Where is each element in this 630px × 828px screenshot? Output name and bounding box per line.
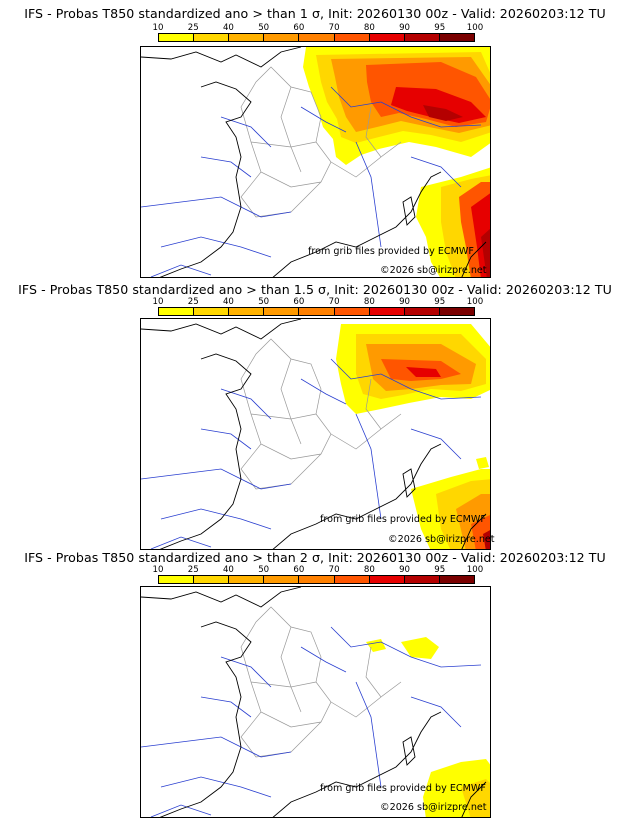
copyright: ©2026 sb@irizpre.net: [380, 802, 487, 813]
scale-swatch: [159, 34, 195, 41]
scale-tick-label: 60: [293, 565, 305, 575]
scale-swatch: [369, 576, 405, 583]
scale-swatch: [369, 308, 405, 315]
scale-swatch: [439, 34, 474, 41]
scale-swatch: [194, 308, 230, 315]
scale-swatch: [194, 576, 230, 583]
scale-swatch: [229, 576, 265, 583]
scale-tick-label: 95: [434, 297, 446, 307]
copyright: ©2026 sb@irizpre.net: [380, 265, 487, 276]
scale-swatch: [334, 34, 370, 41]
scale-swatch: [229, 308, 265, 315]
scale-tick-label: 40: [222, 297, 234, 307]
color-scale: 10 25 40 50 60 70 80 90 95 100: [153, 23, 484, 46]
scale-tick-label: 90: [399, 23, 411, 33]
panel-title: IFS - Probas T850 standardized ano > tha…: [18, 282, 612, 297]
scale-tick-label: 80: [363, 565, 375, 575]
scale-swatch: [264, 576, 300, 583]
scale-tick-label: 40: [222, 565, 234, 575]
data-credit: from grib files provided by ECMWF: [320, 783, 486, 794]
scale-swatch: [264, 308, 300, 315]
scale-swatch: [264, 34, 300, 41]
scale-tick-label: 100: [466, 565, 484, 575]
scale-tick-label: 80: [363, 23, 375, 33]
scale-swatch: [439, 576, 474, 583]
scale-tick-label: 90: [399, 565, 411, 575]
scale-tick-label: 70: [328, 565, 340, 575]
scale-swatch: [194, 34, 230, 41]
scale-tick-label: 25: [187, 297, 199, 307]
scale-tick-label: 50: [258, 565, 270, 575]
scale-tick-label: 95: [434, 565, 446, 575]
scale-tick-label: 10: [152, 23, 164, 33]
scale-tick-label: 25: [187, 23, 199, 33]
scale-bar: [158, 33, 475, 42]
copyright: ©2026 sb@irizpre.net: [388, 534, 495, 545]
scale-tick-label: 70: [328, 297, 340, 307]
scale-bar: [158, 307, 475, 316]
scale-swatch: [159, 308, 195, 315]
data-credit: from grib files provided by ECMWF: [320, 514, 486, 525]
scale-swatch: [369, 34, 405, 41]
probability-map: [140, 586, 491, 818]
color-scale: 10 25 40 50 60 70 80 90 95 100: [153, 565, 484, 588]
scale-bar: [158, 575, 475, 584]
scale-swatch: [299, 308, 335, 315]
scale-tick-label: 90: [399, 297, 411, 307]
scale-tick-label: 10: [152, 565, 164, 575]
scale-swatch: [159, 576, 195, 583]
scale-tick-label: 10: [152, 297, 164, 307]
scale-swatch: [404, 308, 440, 315]
scale-swatch: [299, 34, 335, 41]
probability-map: [140, 46, 491, 278]
scale-swatch: [439, 308, 474, 315]
panel-title: IFS - Probas T850 standardized ano > tha…: [24, 550, 606, 565]
scale-swatch: [404, 34, 440, 41]
scale-tick-label: 70: [328, 23, 340, 33]
scale-swatch: [334, 308, 370, 315]
scale-ticks: 10 25 40 50 60 70 80 90 95 100: [153, 297, 484, 307]
panel-title: IFS - Probas T850 standardized ano > tha…: [24, 6, 606, 21]
scale-ticks: 10 25 40 50 60 70 80 90 95 100: [153, 565, 484, 575]
data-credit: from grib files provided by ECMWF: [308, 246, 474, 257]
scale-tick-label: 95: [434, 23, 446, 33]
scale-tick-label: 60: [293, 23, 305, 33]
scale-tick-label: 100: [466, 23, 484, 33]
scale-tick-label: 25: [187, 565, 199, 575]
scale-swatch: [404, 576, 440, 583]
scale-swatch: [229, 34, 265, 41]
scale-swatch: [334, 576, 370, 583]
scale-tick-label: 40: [222, 23, 234, 33]
scale-tick-label: 60: [293, 297, 305, 307]
scale-tick-label: 100: [466, 297, 484, 307]
scale-tick-label: 80: [363, 297, 375, 307]
scale-swatch: [299, 576, 335, 583]
scale-tick-label: 50: [258, 23, 270, 33]
scale-tick-label: 50: [258, 297, 270, 307]
probability-map: [140, 318, 491, 550]
scale-ticks: 10 25 40 50 60 70 80 90 95 100: [153, 23, 484, 33]
color-scale: 10 25 40 50 60 70 80 90 95 100: [153, 297, 484, 320]
